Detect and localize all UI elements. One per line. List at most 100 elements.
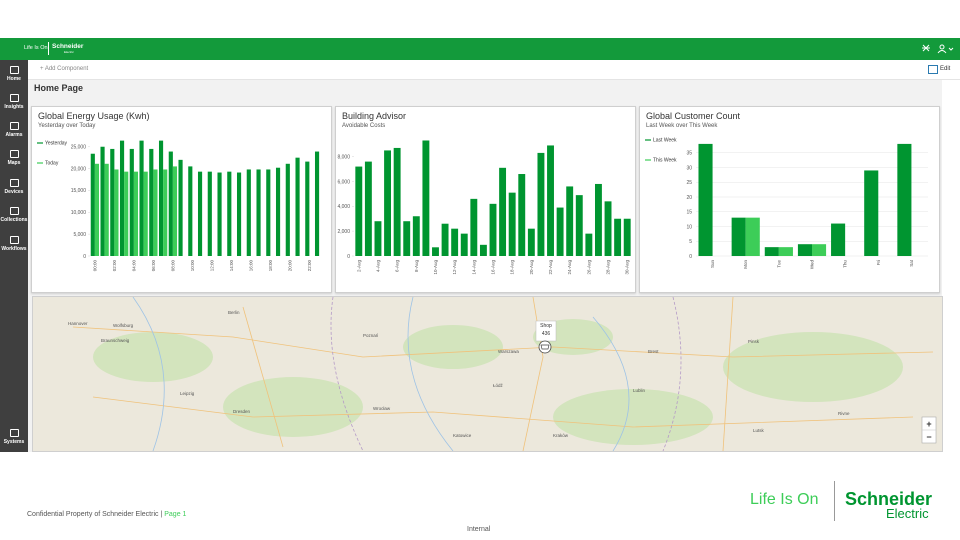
bar bbox=[698, 143, 713, 256]
bar bbox=[153, 169, 158, 256]
shop-marker[interactable] bbox=[538, 340, 552, 354]
map-canvas[interactable]: Hannover Wolfsburg Braunschweig Berlin L… bbox=[33, 297, 942, 451]
chart-title: Global Customer Count bbox=[646, 111, 741, 121]
y-tick-label: 25 bbox=[686, 180, 692, 186]
page-title: Home Page bbox=[34, 83, 84, 93]
bar bbox=[266, 169, 271, 256]
chart-title: Building Advisor bbox=[342, 111, 407, 121]
chart: 0 2,000 4,000 6,000 8,000 2-Aug 4-Aug 6-Aug 8-Au… bbox=[337, 140, 631, 275]
nav-label: Systems bbox=[3, 439, 25, 445]
chart-subtitle: Last Week over This Week bbox=[646, 123, 718, 129]
bar bbox=[114, 169, 119, 256]
legend-label: Last Week bbox=[653, 138, 677, 144]
bar bbox=[295, 157, 300, 256]
bar bbox=[831, 223, 846, 256]
card: Building Advisor Avoidable Costs 0 2,000 4… bbox=[335, 106, 636, 293]
bar bbox=[778, 247, 793, 256]
bar bbox=[158, 140, 164, 256]
x-tick-label: 16-Aug bbox=[491, 260, 496, 275]
bar bbox=[508, 192, 516, 256]
bar bbox=[499, 167, 507, 256]
bar bbox=[207, 171, 212, 256]
bar bbox=[364, 161, 372, 256]
footer-note: Confidential Property of Schneider Elect… bbox=[27, 511, 186, 518]
y-tick-label: 5,000 bbox=[73, 232, 86, 238]
bar bbox=[393, 147, 401, 256]
bar bbox=[403, 221, 411, 256]
bar bbox=[94, 163, 100, 256]
bar bbox=[412, 216, 420, 256]
city-label: Łódź bbox=[493, 383, 504, 388]
nav-item[interactable]: Collections bbox=[0, 207, 28, 223]
y-tick-label: 0 bbox=[689, 254, 692, 260]
nav-item[interactable]: Maps bbox=[0, 150, 28, 166]
bar bbox=[124, 171, 129, 256]
x-tick-label: 14:00 bbox=[229, 260, 234, 272]
map[interactable]: Hannover Wolfsburg Braunschweig Berlin L… bbox=[32, 296, 943, 452]
zoom-in[interactable]: + bbox=[926, 419, 931, 429]
bar bbox=[623, 218, 631, 256]
classification: Internal bbox=[467, 526, 491, 533]
bar bbox=[422, 140, 430, 256]
nav-item[interactable]: Workflows bbox=[0, 236, 28, 252]
x-tick-label: Fri bbox=[876, 260, 881, 265]
y-tick-label: 30 bbox=[686, 165, 692, 171]
header-icons[interactable] bbox=[920, 43, 956, 55]
edit[interactable]: Edit bbox=[940, 66, 951, 72]
bar bbox=[110, 148, 115, 256]
nav-item[interactable]: Devices bbox=[0, 179, 28, 195]
x-tick-label: 24-Aug bbox=[567, 260, 572, 275]
city-label: Leipzig bbox=[180, 391, 195, 396]
bar bbox=[285, 163, 290, 256]
bar bbox=[100, 146, 105, 256]
bar bbox=[172, 166, 178, 256]
logo-sub: Electric bbox=[886, 506, 929, 521]
y-tick-label: 4,000 bbox=[337, 204, 350, 210]
borders bbox=[330, 297, 682, 451]
bar bbox=[575, 195, 583, 256]
city-label: Pinsk bbox=[748, 339, 760, 344]
bar bbox=[479, 244, 487, 256]
nav-item[interactable]: Systems bbox=[0, 429, 28, 445]
x-tick-label: 14-Aug bbox=[471, 260, 476, 275]
marker-name: Shop bbox=[540, 323, 552, 329]
x-tick-label: 4-Aug bbox=[375, 260, 380, 273]
bar bbox=[547, 145, 554, 256]
nav-item[interactable]: Insights bbox=[0, 94, 28, 110]
x-tick-label: Wed bbox=[810, 260, 815, 270]
bar bbox=[90, 153, 95, 256]
logo-divider bbox=[834, 481, 835, 521]
bar bbox=[812, 244, 827, 256]
x-tick-label: 18-Aug bbox=[510, 260, 515, 275]
x-tick-label: 2-Aug bbox=[356, 260, 361, 273]
bar bbox=[129, 148, 134, 256]
bar bbox=[163, 169, 168, 256]
x-tick-label: 10:00 bbox=[190, 260, 195, 272]
nav-label: Devices bbox=[4, 189, 24, 195]
add-component[interactable]: + Add Component bbox=[40, 66, 89, 72]
bar bbox=[305, 161, 310, 256]
x-tick-label: 02:00 bbox=[112, 260, 117, 272]
bar bbox=[518, 174, 526, 256]
y-tick-label: 35 bbox=[686, 151, 692, 157]
city-label: Lublin bbox=[633, 388, 646, 393]
nav-item[interactable]: Home bbox=[0, 66, 28, 82]
bar bbox=[256, 169, 261, 256]
bar bbox=[314, 151, 320, 256]
legend-label: Yesterday bbox=[45, 141, 68, 147]
x-tick-label: 08:00 bbox=[170, 260, 175, 272]
bar bbox=[537, 152, 545, 256]
bar bbox=[864, 170, 879, 256]
bar bbox=[604, 201, 612, 256]
edit-icon bbox=[928, 65, 938, 74]
nav-item[interactable]: Alarms bbox=[0, 122, 28, 138]
x-tick-label: 20-Aug bbox=[529, 260, 534, 275]
zoom-out[interactable]: − bbox=[926, 432, 931, 442]
legend-label: This Week bbox=[653, 158, 677, 164]
x-tick-label: 22-Aug bbox=[548, 260, 553, 275]
bar bbox=[374, 221, 382, 256]
city-label: Rivne bbox=[838, 411, 850, 416]
bar bbox=[236, 172, 242, 256]
x-tick-label: 28-Aug bbox=[606, 260, 611, 275]
